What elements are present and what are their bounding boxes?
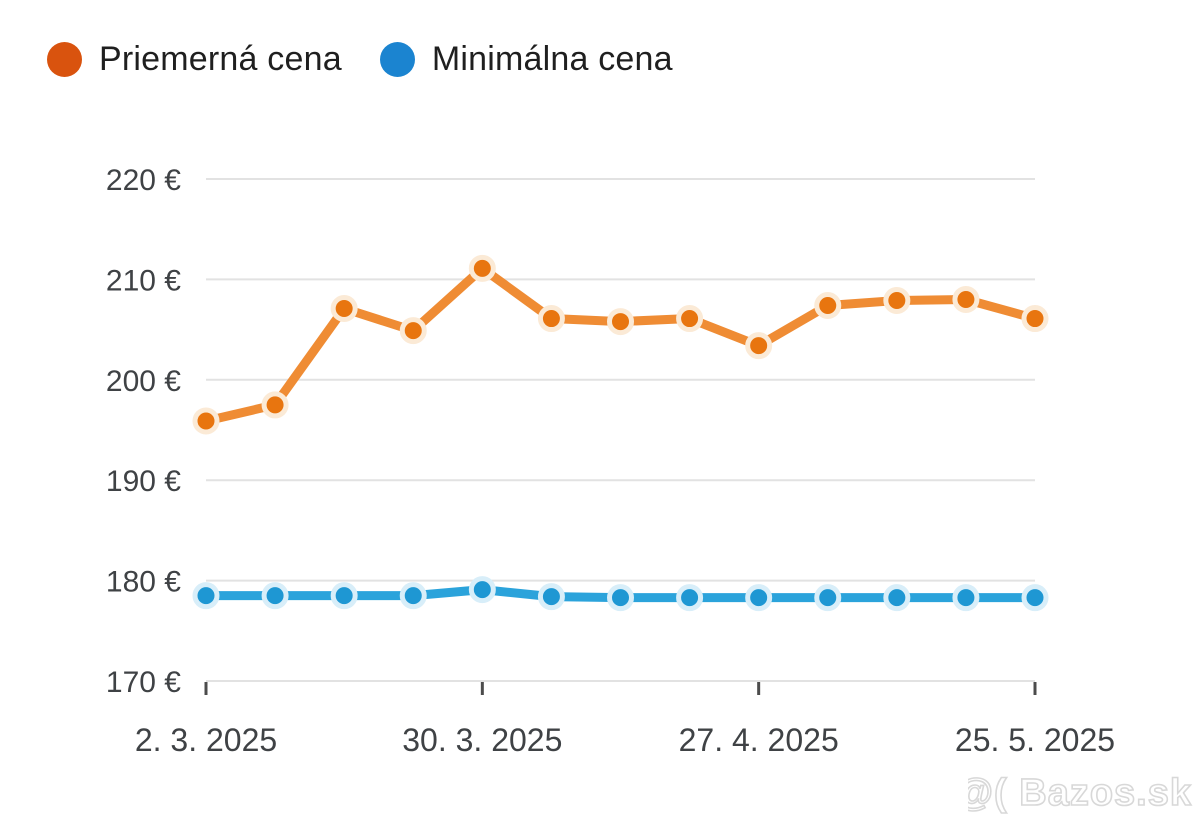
- data-point: [952, 584, 980, 612]
- y-axis-label: 220 €: [106, 164, 181, 197]
- x-axis-label: 30. 3. 2025: [402, 722, 562, 758]
- data-point: [676, 305, 704, 333]
- data-point: [676, 584, 704, 612]
- y-axis-label: 200 €: [106, 365, 181, 398]
- data-point: [745, 584, 773, 612]
- bazos-watermark: @( Bazos.sk: [968, 771, 1192, 815]
- data-point: [192, 407, 220, 435]
- y-axis-label: 190 €: [106, 465, 181, 498]
- x-axis-label: 2. 3. 2025: [135, 722, 277, 758]
- data-point: [261, 582, 289, 610]
- data-point: [468, 254, 496, 282]
- data-point: [607, 308, 634, 336]
- y-axis-label: 170 €: [106, 666, 181, 699]
- data-point: [1021, 305, 1049, 333]
- chart-legend: Priemerná cena Minimálna cena: [47, 40, 673, 79]
- y-axis-label: 210 €: [106, 264, 181, 297]
- y-axis-label: 180 €: [106, 566, 181, 599]
- legend-item-average-price: Priemerná cena: [47, 40, 342, 79]
- data-point: [468, 576, 496, 604]
- series-line: [204, 263, 1037, 426]
- data-point: [537, 583, 565, 611]
- minimum-price-dot-icon: [379, 42, 415, 77]
- data-point: [192, 582, 220, 610]
- data-point: [330, 582, 358, 610]
- x-axis-label: 27. 4. 2025: [679, 722, 839, 758]
- data-point: [1021, 584, 1049, 612]
- data-point: [814, 584, 842, 612]
- data-point: [537, 305, 565, 333]
- legend-item-minimum-price: Minimálna cena: [379, 40, 673, 79]
- data-point: [607, 584, 634, 612]
- data-point: [814, 292, 842, 320]
- x-axis-label: 25. 5. 2025: [955, 722, 1115, 758]
- legend-label-average-price: Priemerná cena: [99, 40, 342, 78]
- data-point: [261, 391, 289, 419]
- data-point: [883, 584, 911, 612]
- data-point: [399, 317, 427, 345]
- bazos-watermark-text: @( Bazos.sk: [968, 772, 1192, 814]
- legend-label-minimum-price: Minimálna cena: [431, 40, 673, 78]
- data-point: [745, 332, 773, 360]
- data-point: [330, 295, 358, 323]
- data-point: [883, 286, 911, 314]
- data-point: [399, 582, 427, 610]
- data-point: [952, 285, 980, 313]
- average-price-dot-icon: [47, 42, 82, 77]
